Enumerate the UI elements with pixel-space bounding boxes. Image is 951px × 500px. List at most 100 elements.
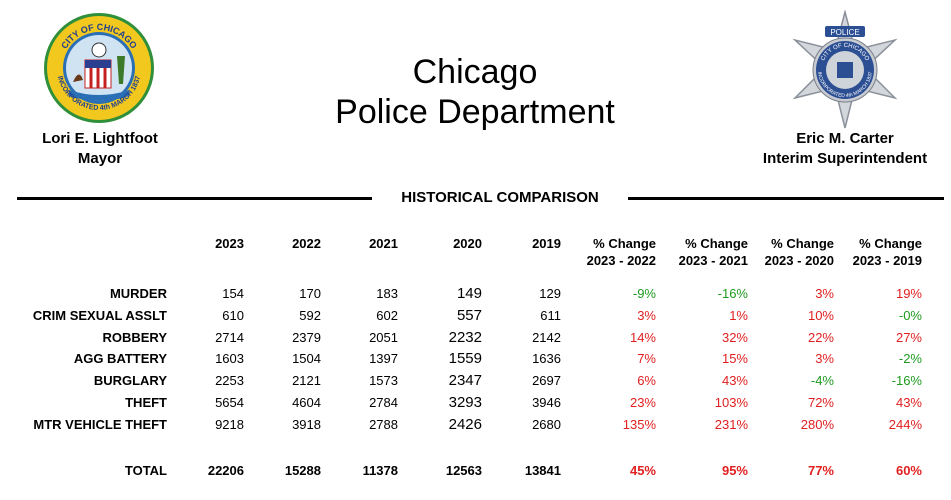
- percent-change-cell: -16%: [717, 286, 748, 301]
- row-label: ROBBERY: [102, 329, 167, 345]
- col-header-change: % Change 2023 - 2019: [852, 236, 922, 268]
- year-value-cell: 1573: [369, 373, 398, 389]
- percent-change-cell: -9%: [632, 286, 656, 301]
- year-value-cell: 183: [376, 286, 398, 301]
- row-label: BURGLARY: [93, 373, 167, 389]
- year-value-cell: 129: [539, 286, 561, 301]
- percent-change-cell: -4%: [810, 373, 834, 389]
- year-value-cell: 4604: [292, 394, 321, 410]
- percent-change-cell: 60%: [895, 462, 922, 478]
- police-star-badge-icon: POLICE CITY OF CHICAGO INCORPORATED 4th …: [785, 9, 905, 130]
- year-value-cell: 2788: [369, 416, 398, 432]
- year-value-cell: 22206: [207, 462, 244, 478]
- year-value-cell: 2379: [292, 329, 321, 345]
- mayor-name: Lori E. Lightfoot: [42, 130, 158, 147]
- percent-change-cell: 43%: [721, 373, 748, 389]
- percent-change-cell: 7%: [637, 351, 656, 367]
- col-header-year: 2019: [532, 236, 561, 251]
- year-value-cell: 5654: [215, 394, 244, 410]
- percent-change-cell: 45%: [629, 462, 656, 478]
- percent-change-cell: 3%: [637, 307, 656, 323]
- year-value-cell: 2426: [448, 415, 482, 433]
- percent-change-cell: -0%: [898, 307, 922, 323]
- year-value-cell: 1504: [292, 351, 321, 367]
- row-label: CRIM SEXUAL ASSLT: [32, 307, 167, 323]
- year-value-cell: 2347: [448, 372, 482, 390]
- comparison-table: 2023 2022 2021 2020 2019 % Change 2023 - …: [0, 235, 922, 481]
- year-value-cell: 2714: [215, 329, 244, 345]
- percent-change-cell: 14%: [629, 329, 656, 345]
- year-value-cell: 149: [456, 285, 482, 302]
- percent-change-cell: 32%: [721, 329, 748, 345]
- percent-change-cell: 77%: [807, 462, 834, 478]
- superintendent-block: Eric M. Carter Interim Superintendent: [740, 129, 950, 169]
- row-label: MTR VEHICLE THEFT: [33, 416, 167, 432]
- year-value-cell: 1559: [448, 350, 482, 368]
- year-value-cell: 2051: [369, 329, 398, 345]
- superintendent-role: Interim Superintendent: [762, 150, 928, 167]
- divider-right: [628, 197, 944, 200]
- superintendent-name: Eric M. Carter: [796, 130, 894, 147]
- percent-change-cell: 135%: [622, 416, 656, 432]
- title-line-2: Police Department: [335, 93, 615, 131]
- year-value-cell: 2680: [532, 416, 561, 432]
- year-value-cell: 602: [376, 307, 398, 323]
- divider-left: [17, 197, 372, 200]
- table-row: MTR VEHICLE THEFT 9218 3918 2788 2426 2680 135…: [0, 414, 922, 436]
- year-value-cell: 1603: [215, 351, 244, 367]
- row-label: MURDER: [109, 286, 167, 301]
- year-value-cell: 3946: [532, 394, 561, 410]
- col-header-year: 2021: [369, 236, 398, 251]
- table-row: MURDER 154 170 183 149 129 -9% -16% 3% 19%: [0, 283, 922, 305]
- percent-change-cell: 244%: [888, 416, 922, 432]
- col-header-year: 2023: [215, 236, 244, 251]
- year-value-cell: 12563: [445, 462, 482, 478]
- year-value-cell: 592: [299, 307, 321, 323]
- table-row: BURGLARY 2253 2121 1573 2347 2697 6% 43% -4% -16%: [0, 370, 922, 392]
- percent-change-cell: 280%: [800, 416, 834, 432]
- table-row: ROBBERY 2714 2379 2051 2232 2142 14% 32% 22% 27%: [0, 327, 922, 349]
- row-label: THEFT: [125, 394, 167, 410]
- percent-change-cell: 231%: [714, 416, 748, 432]
- year-value-cell: 2697: [532, 373, 561, 389]
- year-value-cell: 1636: [532, 351, 561, 367]
- col-header-year: 2022: [292, 236, 321, 251]
- mayor-block: Lori E. Lightfoot Mayor: [0, 129, 200, 169]
- percent-change-cell: -2%: [898, 351, 922, 367]
- header-empty: [0, 235, 167, 269]
- col-header-year: 2020: [453, 236, 482, 251]
- year-value-cell: 154: [222, 286, 244, 301]
- col-header-change: % Change 2023 - 2020: [764, 236, 834, 268]
- percent-change-cell: 3%: [815, 286, 834, 301]
- percent-change-cell: 19%: [895, 286, 922, 301]
- percent-change-cell: 6%: [637, 373, 656, 389]
- percent-change-cell: 72%: [807, 394, 834, 410]
- year-value-cell: 15288: [284, 462, 321, 478]
- year-value-cell: 11378: [362, 462, 398, 478]
- percent-change-cell: 15%: [721, 351, 748, 367]
- row-label: TOTAL: [124, 462, 167, 478]
- section-title: HISTORICAL COMPARISON: [401, 189, 599, 206]
- mayor-role: Mayor: [77, 150, 123, 167]
- year-value-cell: 611: [540, 307, 561, 323]
- year-value-cell: 557: [456, 306, 482, 324]
- year-value-cell: 2253: [215, 373, 244, 389]
- percent-change-cell: 103%: [714, 394, 748, 410]
- total-row: TOTAL 22206 15288 11378 12563 13841 45% 95% 77% 6…: [0, 460, 922, 482]
- percent-change-cell: 43%: [895, 394, 922, 410]
- year-value-cell: 2232: [448, 328, 482, 346]
- city-of-chicago-seal: CITY OF CHICAGO INCORPORATED 4th MARCH 1…: [43, 12, 155, 124]
- year-value-cell: 170: [299, 286, 321, 301]
- table-row: THEFT 5654 4604 2784 3293 3946 23% 103% 72% 43%: [0, 392, 922, 414]
- percent-change-cell: -16%: [891, 373, 922, 389]
- row-label: AGG BATTERY: [73, 351, 167, 367]
- year-value-cell: 2784: [369, 394, 398, 410]
- table-row: AGG BATTERY 1603 1504 1397 1559 1636 7% 15% 3% -2…: [0, 348, 922, 370]
- year-value-cell: 3918: [292, 416, 321, 432]
- col-header-change: % Change 2023 - 2022: [586, 236, 656, 268]
- year-value-cell: 3293: [448, 393, 482, 411]
- percent-change-cell: 1%: [729, 307, 748, 323]
- year-value-cell: 2121: [292, 373, 321, 389]
- year-value-cell: 9218: [215, 416, 244, 432]
- percent-change-cell: 27%: [895, 329, 922, 345]
